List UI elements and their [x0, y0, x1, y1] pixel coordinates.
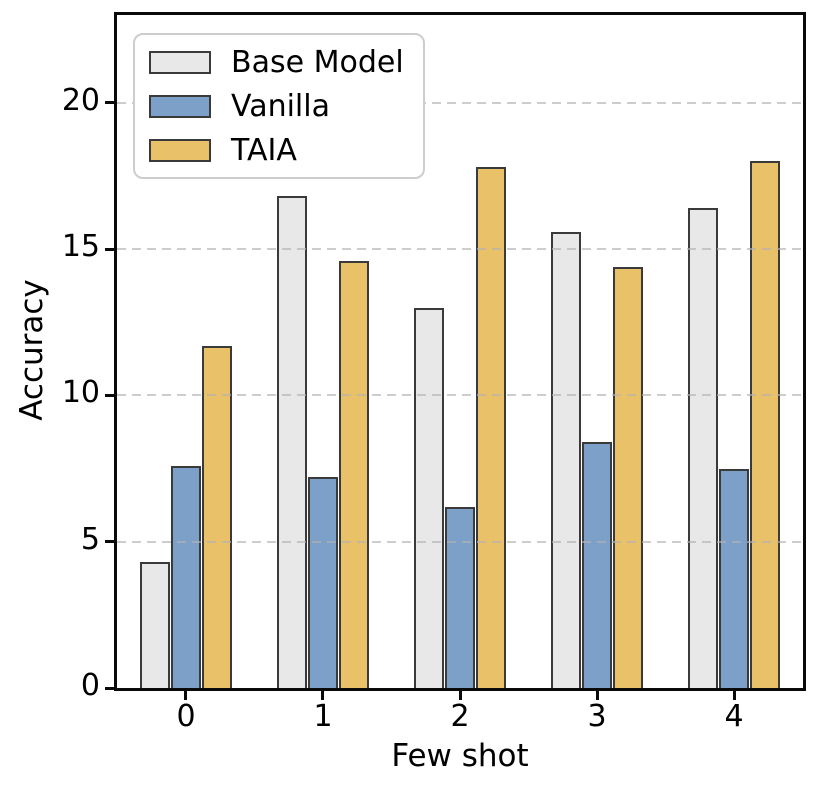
bar-taia-0: [202, 346, 232, 688]
x-tick-mark-4: [733, 691, 736, 700]
x-tick-mark-0: [184, 691, 187, 700]
x-tick-label-1: 1: [313, 699, 333, 734]
bar-base-model-1: [277, 196, 307, 688]
bar-taia-4: [750, 161, 780, 688]
legend-label-vanilla: Vanilla: [231, 88, 330, 124]
x-axis-label: Few shot: [391, 738, 529, 774]
bar-taia-2: [476, 167, 506, 688]
x-tick-mark-2: [459, 691, 462, 700]
legend-label-base-model: Base Model: [231, 44, 404, 80]
legend-entry-taia: TAIA: [149, 133, 423, 168]
bar-taia-3: [613, 267, 643, 688]
x-tick-label-3: 3: [587, 699, 607, 734]
bar-vanilla-3: [582, 442, 612, 688]
bar-vanilla-1: [308, 477, 338, 688]
bar-vanilla-0: [171, 466, 201, 688]
x-tick-mark-1: [321, 691, 324, 700]
bar-base-model-3: [551, 232, 581, 688]
y-tick-mark-5: [105, 540, 114, 543]
y-tick-mark-20: [105, 101, 114, 104]
bar-vanilla-2: [445, 507, 475, 688]
bar-vanilla-4: [719, 469, 749, 688]
bar-base-model-4: [688, 208, 718, 688]
bar-base-model-2: [414, 308, 444, 688]
y-tick-label-20: 20: [61, 83, 100, 118]
bar-base-model-0: [140, 562, 170, 688]
legend-label-taia: TAIA: [231, 132, 297, 168]
legend-swatch-vanilla: [149, 94, 211, 118]
y-tick-label-0: 0: [80, 668, 100, 703]
legend-swatch-base-model: [149, 50, 211, 74]
x-tick-label-0: 0: [176, 699, 196, 734]
legend-entry-vanilla: Vanilla: [149, 89, 423, 124]
y-tick-label-15: 15: [61, 229, 100, 264]
y-tick-mark-0: [105, 687, 114, 690]
y-tick-mark-15: [105, 248, 114, 251]
x-tick-label-4: 4: [724, 699, 744, 734]
x-tick-mark-3: [596, 691, 599, 700]
legend-swatch-taia: [149, 138, 211, 162]
legend-entry-base-model: Base Model: [149, 45, 423, 80]
bar-taia-1: [339, 261, 369, 688]
legend: Base Model Vanilla TAIA: [133, 33, 425, 179]
x-tick-label-2: 2: [450, 699, 470, 734]
y-tick-label-5: 5: [80, 522, 100, 557]
y-tick-label-10: 10: [61, 375, 100, 410]
y-tick-mark-10: [105, 394, 114, 397]
